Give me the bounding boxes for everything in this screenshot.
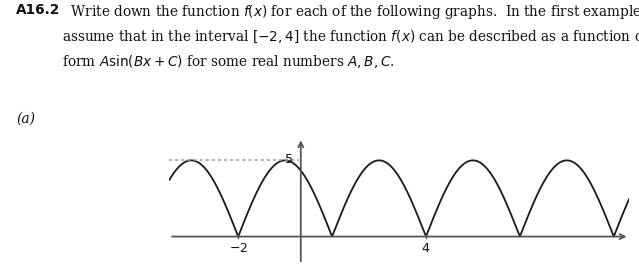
Text: $4$: $4$	[421, 242, 431, 255]
Text: $-2$: $-2$	[229, 242, 248, 255]
Text: $5$: $5$	[284, 153, 293, 166]
Text: A16.2: A16.2	[16, 3, 60, 17]
Text: (a): (a)	[16, 111, 35, 125]
Text: Write down the function $f(x)$ for each of the following graphs.  In the first e: Write down the function $f(x)$ for each …	[62, 3, 639, 70]
